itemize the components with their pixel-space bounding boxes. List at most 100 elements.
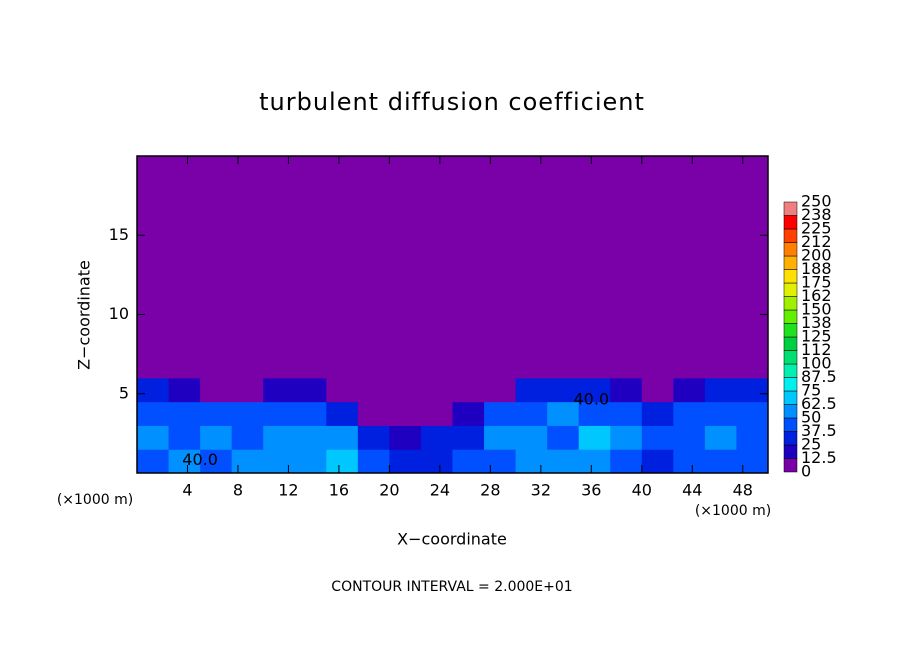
x-tick-label: 20 [379,481,399,500]
cell [168,401,201,426]
cell [294,425,327,450]
colorbar-label: 212 [801,232,832,251]
cell [294,377,327,403]
colorbar-swatch [783,363,798,378]
cell [263,156,296,379]
x-tick-label: 16 [329,481,349,500]
cell [357,377,390,403]
colorbar-label: 87.5 [801,367,837,386]
colorbar-swatch [783,201,798,216]
cell [704,449,737,474]
colorbar-swatch [783,269,798,284]
cell [452,401,485,426]
colorbar-swatch [783,431,798,446]
cell [641,425,674,450]
colorbar-swatch [783,390,798,405]
cell [578,377,611,403]
footnote: CONTOUR INTERVAL = 2.000E+01 [331,579,572,595]
cell [137,156,170,379]
cell [547,401,580,426]
cell [610,425,643,450]
colorbar-label: 250 [801,192,832,211]
colorbar-label: 175 [801,273,832,292]
colorbar-swatch [783,336,798,351]
cell [547,425,580,450]
colorbar-swatch [783,417,798,432]
y-tick-label: 15 [109,225,129,244]
cell [641,377,674,403]
cell [578,425,611,450]
x-tick-label: 48 [733,481,753,500]
cell [326,425,359,450]
cell [389,156,422,379]
cell [547,156,580,379]
cell [736,425,769,450]
cell [389,377,422,403]
colorbar-label: 162 [801,286,832,305]
cell [263,449,296,474]
colorbar-label: 75 [801,381,821,400]
y-tick-label: 10 [109,304,129,323]
colorbar-swatch [783,215,798,230]
cell [420,377,453,403]
colorbar-swatch [783,282,798,297]
cell [515,401,548,426]
cell [231,156,264,379]
cell [610,401,643,426]
colorbar-swatch [783,444,798,459]
cell [641,449,674,474]
cell [168,449,201,474]
chart-title: turbulent diffusion coefficient [259,88,645,116]
cell [231,425,264,450]
colorbar-label: 188 [801,259,832,278]
cell [389,401,422,426]
contour-label: 40.0 [182,450,218,469]
colorbar-label: 25 [801,435,821,454]
cell [610,156,643,379]
colorbar-swatch [783,458,798,473]
x-tick-label: 4 [182,481,192,500]
cell [200,449,233,474]
cell [231,449,264,474]
cell [420,425,453,450]
colorbar-label: 125 [801,327,832,346]
cell [357,156,390,379]
x-tick-label: 36 [581,481,601,500]
cell [357,401,390,426]
cell [231,401,264,426]
cell [452,156,485,379]
cell [137,377,170,403]
cell [641,401,674,426]
cell [452,425,485,450]
cell [168,377,201,403]
cell [736,156,769,379]
cell [294,449,327,474]
y-tick-label: 5 [119,383,129,402]
colorbar-swatch [783,242,798,257]
cell [610,377,643,403]
cell [452,449,485,474]
cell [484,425,517,450]
colorbar-swatch [783,309,798,324]
x-tick-label: 24 [430,481,450,500]
x-axis-label: X−coordinate [397,530,507,549]
cell [484,401,517,426]
x-tick-label: 12 [278,481,298,500]
cell [137,449,170,474]
cell [704,377,737,403]
cell [578,449,611,474]
cell [200,156,233,379]
cell [452,377,485,403]
cell [294,401,327,426]
cell [263,401,296,426]
cell [294,156,327,379]
cell [168,425,201,450]
cell [326,449,359,474]
x-unit-label: (×1000 m) [695,503,771,519]
cell [673,401,706,426]
cell [420,401,453,426]
cell [326,401,359,426]
cell [263,425,296,450]
colorbar-swatch [783,404,798,419]
